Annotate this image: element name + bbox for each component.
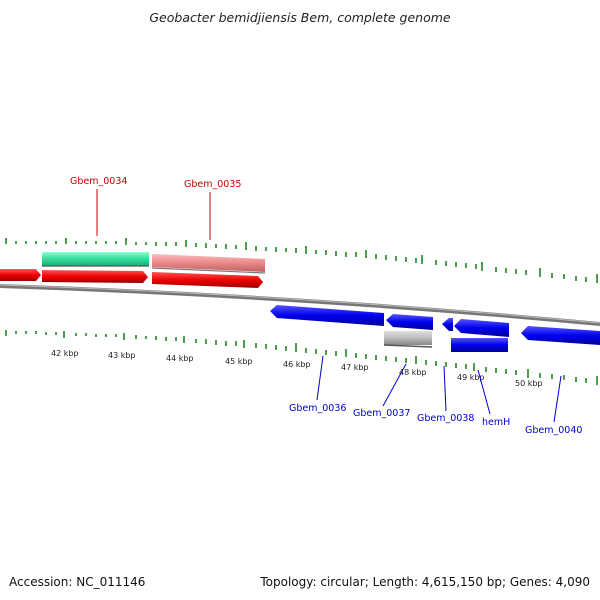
gene-labels[interactable]: Gbem_0034 Gbem_0035 Gbem_0036 Gbem_0037 … bbox=[70, 176, 582, 436]
label-gbem-0040: Gbem_0040 bbox=[525, 425, 582, 436]
gene-gbem-0034-arrow[interactable] bbox=[42, 270, 148, 283]
genome-summary: Topology: circular; Length: 4,615,150 bp… bbox=[260, 575, 590, 589]
gene-gbem-0036-arrow[interactable] bbox=[270, 305, 384, 326]
label-gbem-0038: Gbem_0038 bbox=[417, 413, 474, 424]
gene-gbem-0037-arrow[interactable] bbox=[386, 314, 433, 330]
tick-46kbp: 46 kbp bbox=[283, 360, 311, 369]
tick-45kbp: 45 kbp bbox=[225, 357, 253, 366]
reverse-strand-genes[interactable] bbox=[270, 305, 600, 352]
tick-48kbp: 48 kbp bbox=[399, 368, 427, 377]
gene-leader-lines bbox=[96, 189, 562, 423]
gene-hemh-lower[interactable] bbox=[451, 338, 508, 352]
accession-label: Accession: NC_011146 bbox=[9, 575, 146, 589]
label-hemh: hemH bbox=[482, 417, 510, 428]
feature-gbem-0037-pseudo[interactable] bbox=[384, 331, 432, 345]
gc-ticks-lower bbox=[5, 330, 598, 385]
kbp-ticks: 42 kbp 43 kbp 44 kbp 45 kbp 46 kbp 47 kb… bbox=[51, 349, 543, 388]
gene-gbem-0040-arrow[interactable] bbox=[521, 326, 600, 345]
gene-hemh-arrow[interactable] bbox=[454, 319, 509, 337]
label-gbem-0034: Gbem_0034 bbox=[70, 176, 127, 187]
map-title: Geobacter bemidjiensis Bem, complete gen… bbox=[149, 10, 451, 25]
feature-gbem-0035[interactable] bbox=[152, 254, 265, 272]
tick-50kbp: 50 kbp bbox=[515, 379, 543, 388]
label-gbem-0035: Gbem_0035 bbox=[184, 179, 241, 190]
genome-backbone bbox=[0, 284, 600, 326]
tick-43kbp: 43 kbp bbox=[108, 351, 136, 360]
tick-42kbp: 42 kbp bbox=[51, 349, 79, 358]
label-gbem-0037: Gbem_0037 bbox=[353, 408, 410, 419]
feature-gbem-0034[interactable] bbox=[42, 252, 149, 266]
label-gbem-0036: Gbem_0036 bbox=[289, 403, 346, 414]
tick-47kbp: 47 kbp bbox=[341, 363, 369, 372]
tick-44kbp: 44 kbp bbox=[166, 354, 194, 363]
gc-ticks-upper bbox=[5, 238, 598, 283]
tick-49kbp: 49 kbp bbox=[457, 373, 485, 382]
gene-forward-left[interactable] bbox=[0, 269, 41, 281]
gene-gbem-0038-arrow[interactable] bbox=[442, 318, 453, 331]
forward-strand-genes[interactable] bbox=[0, 269, 263, 288]
gene-gbem-0035-arrow[interactable] bbox=[152, 272, 263, 288]
